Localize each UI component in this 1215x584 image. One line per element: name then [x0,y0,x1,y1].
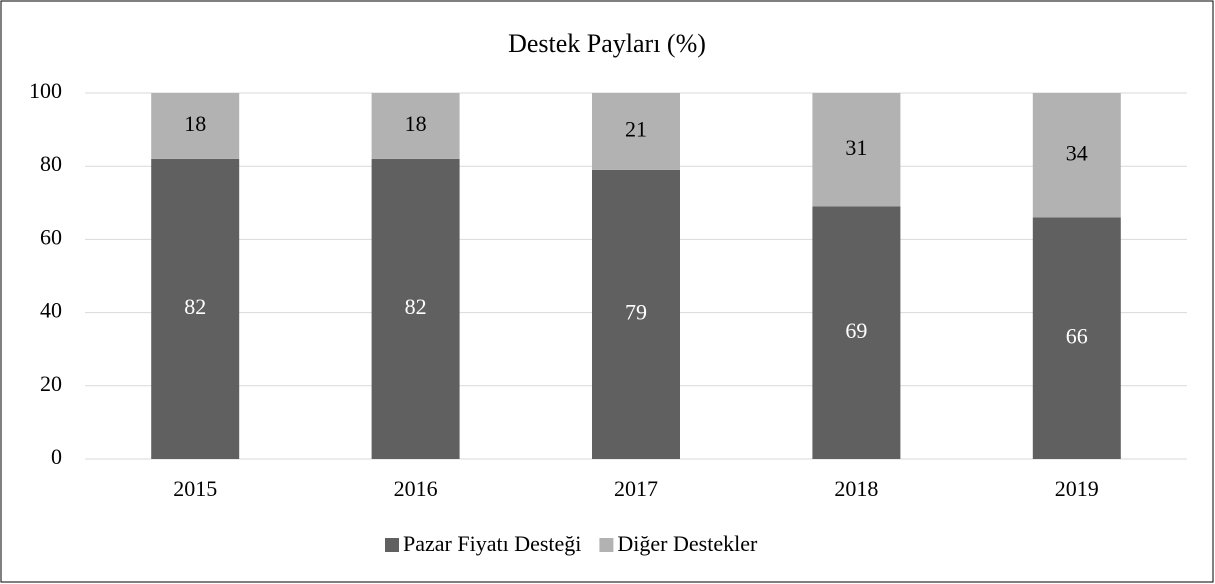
bar-segment [371,158,460,459]
bar-segment [592,169,680,460]
bar-segment [371,93,460,159]
y-tick-label: 0 [51,444,62,469]
data-label: 79 [625,299,647,324]
chart-title: Destek Payları (%) [508,29,706,58]
data-label: 31 [845,135,867,160]
bar-segment [812,206,901,459]
y-tick-label: 40 [40,298,62,323]
bar-segment [151,93,240,159]
data-label: 34 [1066,140,1088,165]
y-tick-label: 100 [29,78,62,103]
bar-segment [151,158,240,459]
y-tick-label: 20 [40,371,62,396]
y-tick-label: 60 [40,224,62,249]
legend-swatch [599,538,614,552]
data-label: 69 [845,318,867,343]
data-label: 18 [184,111,206,136]
data-label: 18 [405,111,427,136]
x-tick-label: 2017 [614,476,658,501]
data-label: 82 [405,294,427,319]
bar-segment [592,93,680,170]
bar-segment [812,93,901,207]
data-label: 82 [184,294,206,319]
legend-swatch [385,538,399,552]
bar-segment [1032,217,1121,459]
x-tick-label: 2016 [394,476,438,501]
legend-label: Pazar Fiyatı Desteği [403,531,581,556]
x-tick-label: 2018 [834,476,878,501]
x-tick-label: 2019 [1055,476,1099,501]
data-label: 21 [625,116,647,141]
legend-label: Diğer Destekler [617,531,758,556]
x-tick-label: 2015 [173,476,217,501]
data-label: 66 [1066,323,1088,348]
bar-segment [1032,93,1121,218]
y-tick-label: 80 [40,151,62,176]
